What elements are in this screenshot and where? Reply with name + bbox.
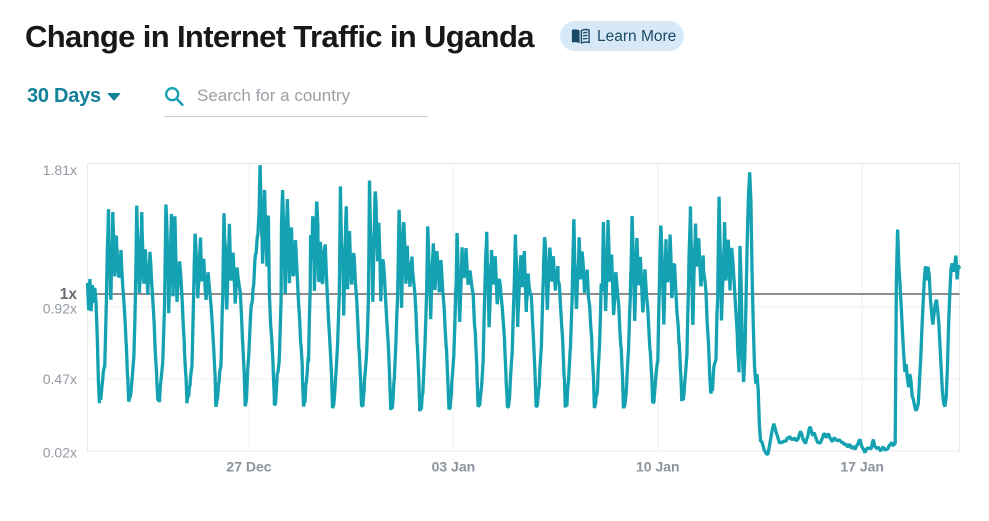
- svg-text:27 Dec: 27 Dec: [226, 459, 271, 475]
- svg-text:1.81x: 1.81x: [43, 162, 77, 178]
- svg-text:03 Jan: 03 Jan: [432, 459, 476, 475]
- svg-text:17 Jan: 17 Jan: [840, 459, 884, 475]
- svg-text:0.47x: 0.47x: [43, 371, 77, 387]
- svg-text:10 Jan: 10 Jan: [636, 459, 680, 475]
- svg-text:0.02x: 0.02x: [43, 445, 77, 461]
- svg-text:1x: 1x: [60, 286, 78, 303]
- svg-text:0.92x: 0.92x: [43, 301, 77, 317]
